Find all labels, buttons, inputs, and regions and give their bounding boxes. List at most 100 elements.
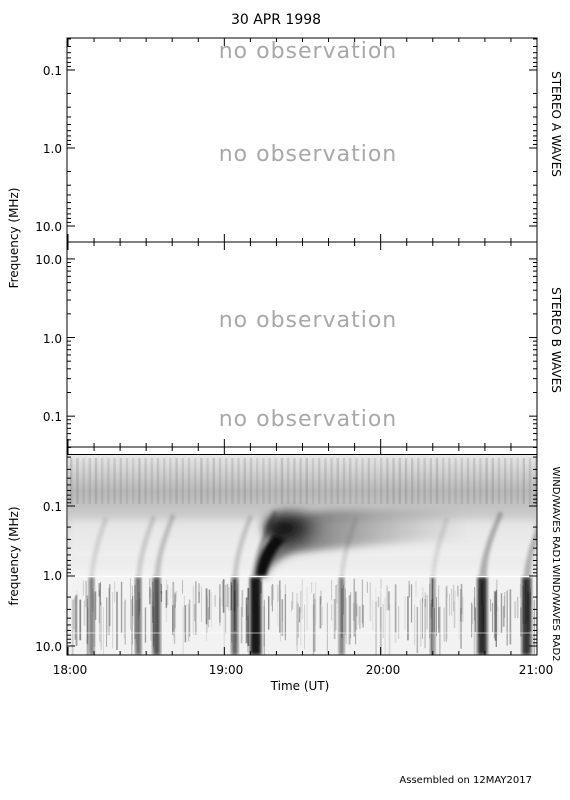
noise-streak [100, 582, 101, 606]
noise-streak [98, 583, 101, 597]
noise-streak [473, 597, 476, 655]
noise-streak [388, 591, 390, 611]
y-tick-label: 10.0 [35, 220, 62, 234]
noise-streak [281, 599, 284, 636]
noise-streak [355, 591, 357, 645]
noise-streak [386, 585, 388, 611]
noise-streak [494, 591, 497, 641]
noise-streak [494, 597, 496, 615]
noise-streak [306, 586, 308, 632]
striation [318, 458, 321, 504]
noise-streak [150, 589, 152, 641]
noise-streak [174, 592, 176, 629]
noise-streak [331, 604, 333, 621]
noise-streak [474, 587, 475, 621]
no-observation-label: no observation [219, 308, 398, 333]
noise-streak [79, 599, 82, 641]
noise-streak [299, 607, 301, 623]
striation [119, 458, 122, 504]
striation [181, 458, 184, 504]
noise-streak [509, 589, 512, 645]
no-observation-label: no observation [219, 39, 398, 64]
striation [132, 458, 135, 504]
rad1-striations [70, 458, 537, 504]
noise-streak [345, 597, 347, 644]
noise-streak [201, 586, 202, 622]
noise-streak [398, 606, 400, 639]
striation [330, 458, 333, 504]
striation [522, 458, 525, 504]
striation [516, 458, 519, 504]
noise-streak [102, 607, 104, 655]
noise-streak [222, 579, 225, 613]
noise-streak [313, 593, 315, 652]
noise-streak [299, 591, 302, 613]
noise-streak [109, 584, 111, 627]
x-tick-label: 21:00 [519, 663, 554, 677]
striation [206, 458, 209, 504]
noise-streak [132, 596, 134, 616]
striation [324, 458, 327, 504]
y-tick-label: 10.0 [35, 253, 62, 267]
noise-streak [94, 591, 97, 620]
noise-streak [411, 584, 413, 623]
noise-streak [377, 596, 380, 608]
noise-streak [245, 597, 248, 644]
striation [485, 458, 488, 504]
striation [156, 458, 160, 504]
noise-streak [297, 603, 299, 638]
striation [113, 458, 116, 504]
burst-drift-rad1 [523, 526, 537, 576]
striation [287, 458, 290, 504]
noise-streak [380, 579, 382, 590]
noise-streak [152, 601, 153, 618]
noise-streak [112, 592, 114, 649]
noise-streak [356, 604, 358, 617]
panel-label-rad2: WIND/WAVES RAD2 [550, 564, 561, 661]
noise-streak [492, 602, 493, 632]
noise-streak [446, 585, 448, 599]
noise-streak [277, 584, 279, 602]
noise-streak [382, 603, 384, 639]
noise-streak [198, 583, 200, 597]
noise-streak [404, 596, 406, 629]
noise-streak [107, 598, 109, 636]
noise-streak [504, 592, 506, 618]
noise-streak [438, 585, 440, 628]
noise-streak [106, 597, 108, 647]
noise-streak [497, 606, 499, 635]
noise-streak [124, 599, 126, 645]
striation [82, 458, 85, 504]
noise-streak [284, 584, 287, 636]
striation [473, 458, 476, 504]
striation [262, 458, 265, 504]
burst-streak-rad2 [522, 577, 532, 655]
striation [200, 458, 203, 504]
noise-streak [449, 593, 450, 616]
noise-streak [407, 596, 409, 641]
noise-streak [221, 581, 223, 607]
noise-streak [114, 581, 116, 603]
burst-drift-rad1 [232, 515, 253, 576]
striation [187, 458, 191, 504]
noise-streak [335, 585, 337, 631]
striation [380, 458, 383, 504]
noise-streak [359, 606, 361, 629]
noise-streak [160, 591, 163, 602]
noise-streak [273, 585, 274, 600]
noise-streak [99, 589, 101, 642]
noise-streak [247, 599, 250, 616]
noise-streak [165, 590, 168, 608]
noise-streak [445, 586, 447, 642]
striation [256, 458, 259, 504]
noise-streak [86, 607, 89, 655]
noise-streak [388, 604, 391, 655]
noise-streak [240, 606, 243, 644]
striation [243, 458, 246, 504]
noise-streak [438, 607, 440, 634]
spectrogram [68, 455, 537, 655]
noise-streak [187, 603, 190, 642]
noise-streak [472, 604, 473, 624]
panel-label-stereo-b: STEREO B WAVES [549, 287, 563, 393]
striation [491, 458, 494, 504]
